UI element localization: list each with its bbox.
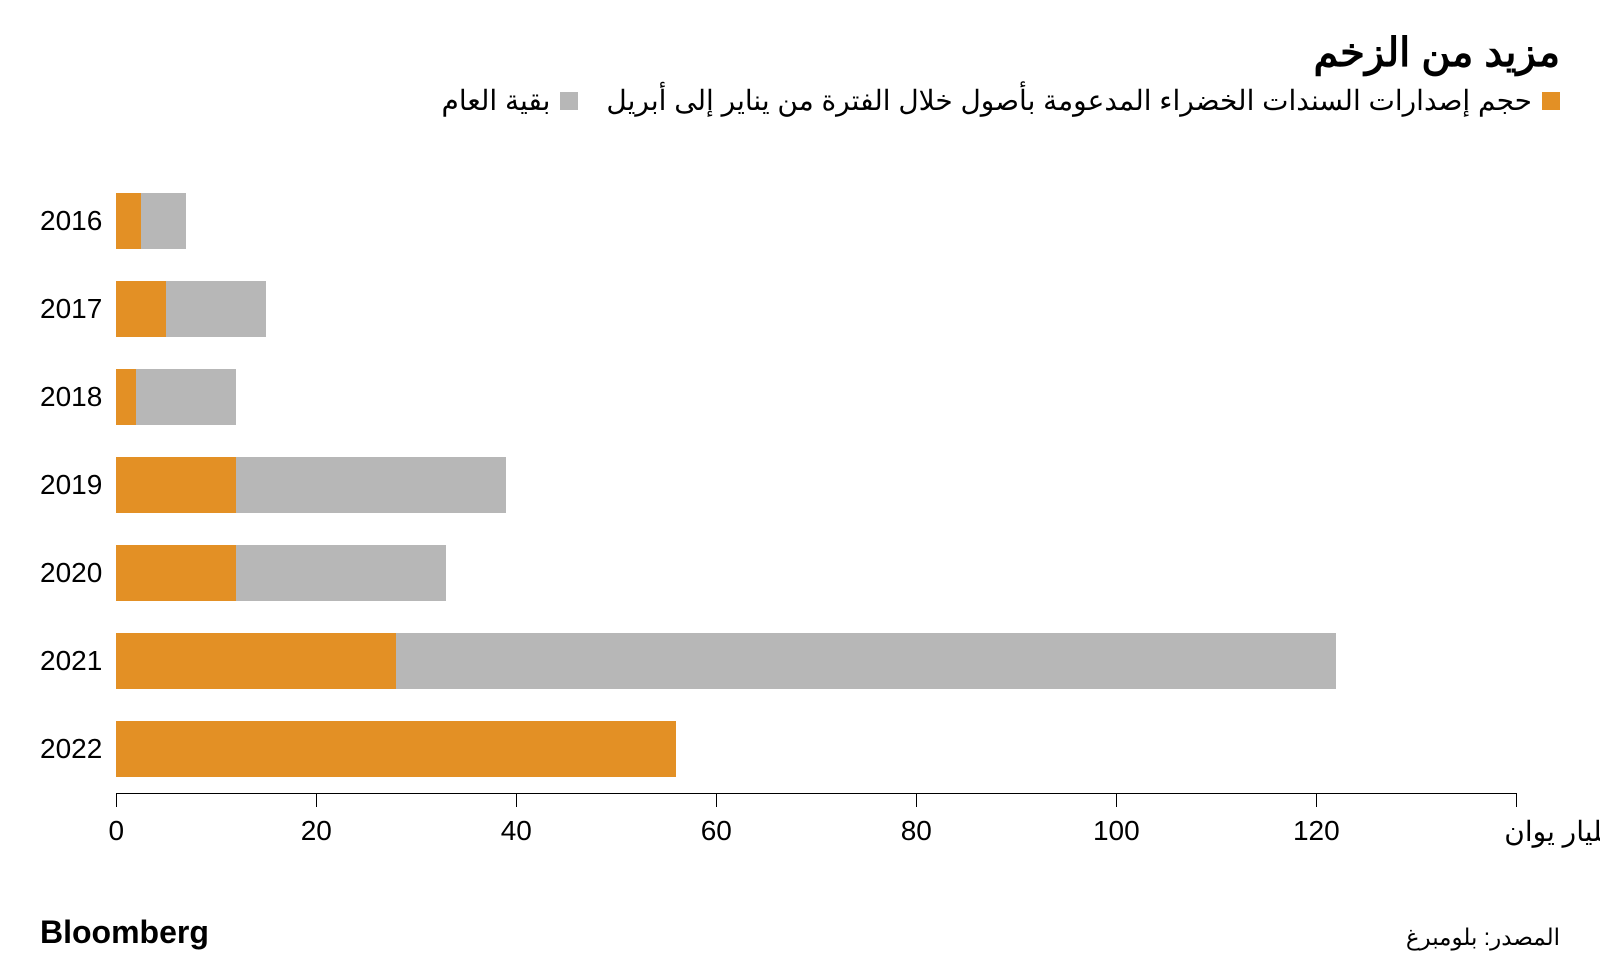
bar-stack <box>116 281 266 337</box>
bar-segment-jan_apr <box>116 545 236 601</box>
x-tick-label: 120 <box>1293 815 1340 847</box>
x-tick-label: 20 <box>301 815 332 847</box>
x-axis-ticks <box>116 793 1516 809</box>
bar-segment-jan_apr <box>116 633 396 689</box>
bar-stack <box>116 545 446 601</box>
legend: حجم إصدارات السندات الخضراء المدعومة بأص… <box>40 84 1560 117</box>
legend-swatch-series1-icon <box>1542 92 1560 110</box>
x-tick <box>1516 793 1517 807</box>
x-tick-label: 60 <box>701 815 732 847</box>
chart-title: مزيد من الزخم <box>40 30 1560 76</box>
x-tick <box>316 793 317 807</box>
x-axis-tick-labels: 020406080100120140 مليار يوان <box>116 815 1516 855</box>
x-tick <box>1116 793 1117 807</box>
x-tick-label: 80 <box>901 815 932 847</box>
bar-segment-rest_of_year <box>236 457 506 513</box>
bar-segment-jan_apr <box>116 369 136 425</box>
bar-row <box>116 705 1516 793</box>
footer: Bloomberg المصدر: بلومبرغ <box>40 914 1560 951</box>
category-label: 2021 <box>40 645 102 677</box>
bar-segment-rest_of_year <box>396 633 1336 689</box>
legend-item-series2: بقية العام <box>442 84 579 117</box>
category-label: 2018 <box>40 381 102 413</box>
category-label: 2017 <box>40 293 102 325</box>
bars-container <box>116 177 1516 793</box>
page-root: مزيد من الزخم حجم إصدارات السندات الخضرا… <box>0 0 1600 979</box>
bar-segment-rest_of_year <box>236 545 446 601</box>
category-label: 2022 <box>40 733 102 765</box>
legend-label-series2: بقية العام <box>442 84 551 117</box>
category-label: 2020 <box>40 557 102 589</box>
bar-row <box>116 353 1516 441</box>
x-tick <box>916 793 917 807</box>
x-tick <box>116 793 117 807</box>
bar-row <box>116 529 1516 617</box>
x-tick <box>716 793 717 807</box>
bar-stack <box>116 193 186 249</box>
bar-stack <box>116 721 676 777</box>
x-tick-label: 40 <box>501 815 532 847</box>
bar-segment-jan_apr <box>116 457 236 513</box>
bar-segment-jan_apr <box>116 281 166 337</box>
bar-stack <box>116 369 236 425</box>
brand-logo: Bloomberg <box>40 914 209 951</box>
bar-segment-rest_of_year <box>166 281 266 337</box>
x-tick-label: 0 <box>109 815 125 847</box>
bar-segment-jan_apr <box>116 721 676 777</box>
source-attribution: المصدر: بلومبرغ <box>1406 924 1560 951</box>
x-tick <box>1316 793 1317 807</box>
bar-row <box>116 441 1516 529</box>
y-category-labels: 2016 2017 2018 2019 2020 2021 2022 <box>40 177 116 855</box>
bar-segment-rest_of_year <box>141 193 186 249</box>
bar-segment-jan_apr <box>116 193 141 249</box>
bar-stack <box>116 633 1336 689</box>
chart-area: 2016 2017 2018 2019 2020 2021 2022 0 20 40 60 80 10… <box>40 177 1560 855</box>
legend-item-series1: حجم إصدارات السندات الخضراء المدعومة بأص… <box>606 84 1560 117</box>
chart: 2016 2017 2018 2019 2020 2021 2022 0 20 40 60 80 10… <box>40 177 1560 855</box>
bar-row <box>116 265 1516 353</box>
bar-row <box>116 177 1516 265</box>
plot-area: 020406080100120140 مليار يوان <box>116 177 1516 855</box>
bar-row <box>116 617 1516 705</box>
x-tick-label: 100 <box>1093 815 1140 847</box>
legend-label-series1: حجم إصدارات السندات الخضراء المدعومة بأص… <box>606 84 1532 117</box>
x-tick-label: 140 مليار يوان <box>1504 815 1600 848</box>
category-label: 2016 <box>40 205 102 237</box>
bar-stack <box>116 457 506 513</box>
bar-segment-rest_of_year <box>136 369 236 425</box>
x-tick <box>516 793 517 807</box>
category-label: 2019 <box>40 469 102 501</box>
legend-swatch-series2-icon <box>560 92 578 110</box>
